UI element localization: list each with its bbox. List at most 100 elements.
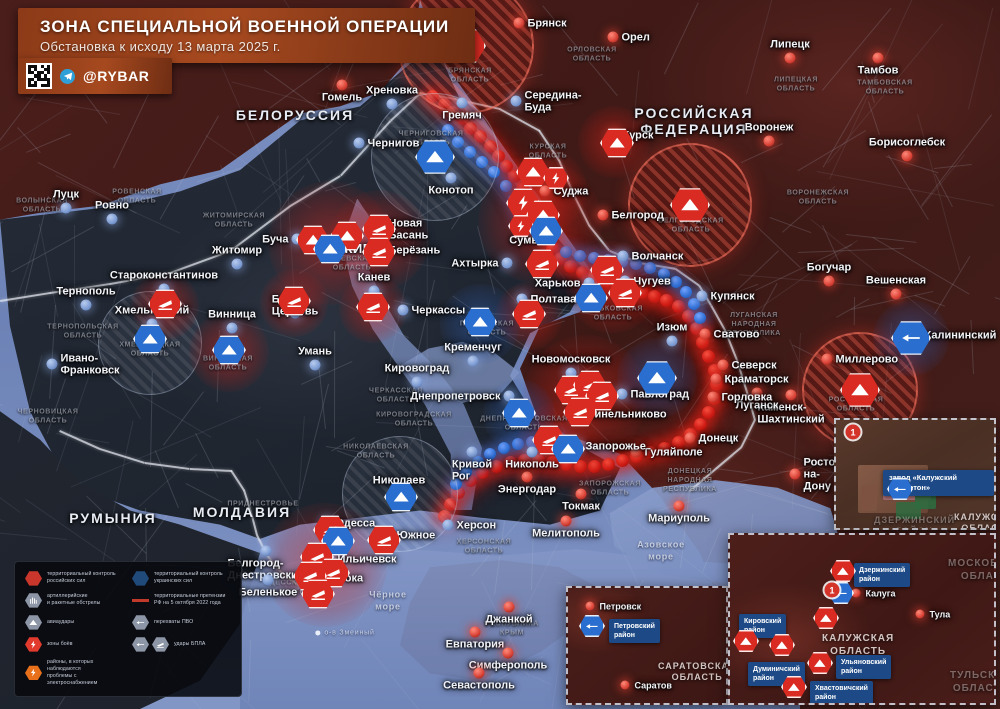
city-label: Ровно xyxy=(95,199,129,212)
qr-code-icon[interactable] xyxy=(26,63,52,89)
city-marker: Луганск xyxy=(736,387,778,412)
city-label: Брянск xyxy=(527,17,567,29)
city-marker: Волчанск xyxy=(617,250,683,262)
city-pin-icon xyxy=(502,647,514,659)
city-pin-icon xyxy=(526,446,538,458)
city-label: Энергодар xyxy=(497,483,557,496)
city-pin-icon xyxy=(784,52,796,64)
city-label: Харьков xyxy=(534,277,581,289)
city-pin-icon xyxy=(890,288,902,300)
city-marker: Купянск xyxy=(696,290,755,302)
city-pin-icon xyxy=(872,52,884,64)
page-subtitle: Обстановка к исходу 13 марта 2025 г. xyxy=(40,39,281,54)
city-label: Винница xyxy=(208,308,256,321)
city-marker: Середина-Буда xyxy=(510,89,582,113)
city-label: Гомель xyxy=(321,91,363,104)
city-pin-icon xyxy=(503,390,515,402)
city-marker: Белгород- Днестровский xyxy=(227,545,305,582)
airstrike-icon[interactable] xyxy=(807,651,833,675)
city-label: Севастополь xyxy=(443,679,515,692)
city-marker: Кировоград xyxy=(385,363,449,388)
airstrike-icon[interactable] xyxy=(840,373,880,407)
airstrike-icon[interactable] xyxy=(769,633,795,657)
inset-district-tag: Ульяновский район xyxy=(836,655,892,680)
city-label: Краматорск xyxy=(724,373,789,385)
airstrike-icon[interactable] xyxy=(781,675,807,699)
oblast-label: ЛИПЕЦКАЯ ОБЛАСТЬ xyxy=(774,76,818,92)
city-marker: Беленькое xyxy=(239,574,297,599)
city-marker: Конотоп xyxy=(428,172,474,197)
city-pin-icon xyxy=(262,574,274,586)
city-marker: Херсон xyxy=(442,519,496,531)
legend-label: территориальный контроль украинских сил xyxy=(154,571,223,585)
city-pin-icon xyxy=(684,432,696,444)
city-marker: Евпатория xyxy=(446,626,504,651)
airstrike-icon[interactable] xyxy=(670,188,710,222)
legend-label: территориальные претензии РФ на 5 октябр… xyxy=(154,593,226,607)
page-title: ЗОНА СПЕЦИАЛЬНОЙ ВОЕННОЙ ОПЕРАЦИИ xyxy=(40,17,450,36)
city-label: Хреновка xyxy=(366,84,418,97)
city-label: Токмак xyxy=(562,500,600,513)
city-marker: Гомель xyxy=(322,79,362,104)
oblast-label: ТАМБОВСКАЯ ОБЛАСТЬ xyxy=(857,79,913,95)
city-label: Берёзань xyxy=(388,244,441,256)
city-label: Чугуев xyxy=(633,275,671,287)
city-marker: Луцк xyxy=(53,189,79,214)
artillery-icon xyxy=(25,593,42,608)
oblast-label: ЗАПОРОЖСКАЯ ОБЛАСТЬ xyxy=(579,480,641,496)
city-marker: Черкассы xyxy=(397,304,465,316)
city-pin-icon xyxy=(607,31,619,43)
inset-kaluga-region: КАЛУЖСКАЯ ОБЛАСТЬ МОСКОВСКАЯ ОБЛАСТЬ ТУЛЬС… xyxy=(728,533,996,705)
air-defense-icon[interactable] xyxy=(887,477,913,501)
city-label: Миллерово xyxy=(835,353,899,365)
airstrike-icon[interactable] xyxy=(830,559,856,583)
city-pin-icon xyxy=(60,202,72,214)
city-marker: Северск xyxy=(717,359,777,371)
city-label: Черкассы xyxy=(411,304,466,316)
city-pin-icon xyxy=(620,680,630,690)
sea-label: о-в Змеиный xyxy=(315,628,374,637)
city-label: Кривой Рог xyxy=(451,458,493,483)
city-label: Сватово xyxy=(713,328,760,340)
country-label: РУМЫНИЯ xyxy=(69,510,157,526)
city-pin-icon xyxy=(699,328,711,340)
city-label: Середина-Буда xyxy=(524,89,582,113)
legend-label: артиллерийские и ракетные обстрелы xyxy=(47,593,101,607)
legend-item: перехваты ПВО xyxy=(132,615,231,630)
city-marker: Гремяч xyxy=(442,97,482,122)
claim-line-icon xyxy=(132,598,149,602)
city-pin-icon xyxy=(710,373,722,385)
city-pin-icon xyxy=(785,389,797,401)
city-pin-icon xyxy=(851,588,861,598)
city-marker: Борисоглебск xyxy=(869,137,945,162)
inset-region-label: САРАТОВСКАЯ ОБЛАСТЬ xyxy=(658,661,726,683)
city-pin-icon xyxy=(707,391,719,403)
city-marker: Чернигов xyxy=(353,137,419,149)
city-pin-icon xyxy=(717,359,729,371)
telegram-icon xyxy=(60,68,75,84)
airstrike-icon[interactable] xyxy=(813,606,839,630)
legend-label: авиаудары xyxy=(47,618,75,625)
city-label: Горловка xyxy=(721,391,773,403)
brand-bar[interactable]: @RYBAR xyxy=(18,58,172,94)
air-defense-icon[interactable] xyxy=(579,614,605,638)
inset-region-label: ТУЛЬСКАЯ ОБЛАСТЬ xyxy=(950,670,996,694)
city-pin-icon xyxy=(231,258,243,270)
city-label: Гуляйполе xyxy=(644,446,703,458)
city-label: Волчанск xyxy=(631,250,684,262)
city-marker: Ивано-Франковск xyxy=(46,352,120,376)
airstrike-icon[interactable] xyxy=(733,629,759,653)
city-pin-icon xyxy=(616,388,628,400)
legend-item: районы, в которых наблюдаются проблемы с… xyxy=(25,659,124,687)
air-defense-icon[interactable] xyxy=(891,321,931,355)
city-marker: Джанкой xyxy=(485,601,533,626)
city-marker: Кременчуг xyxy=(444,342,502,367)
city-pin-icon xyxy=(226,322,238,334)
city-label: Запорожье xyxy=(585,440,646,452)
city-marker: Мариуполь xyxy=(648,500,710,525)
city-marker: Ростов-на-Дону xyxy=(789,456,846,492)
hex-blue-icon xyxy=(132,571,149,586)
city-pin-icon xyxy=(673,500,685,512)
inset-city-marker: Петровск xyxy=(585,601,641,611)
